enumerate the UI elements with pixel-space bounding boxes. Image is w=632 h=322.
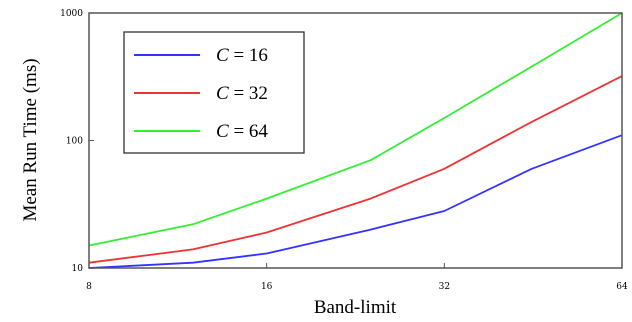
x-axis-title: Band-limit (314, 297, 397, 318)
series-layer (88, 12, 623, 269)
x-tick-label: 32 (439, 282, 450, 292)
x-tick-label: 16 (261, 282, 273, 292)
y-tick-label: 1000 (60, 9, 83, 19)
x-tick-label: 64 (616, 282, 628, 292)
y-tick-label: 10 (72, 264, 84, 274)
legend-label-2: C = 32 (216, 83, 268, 104)
legend-label-3: C = 64 (216, 121, 268, 142)
y-tick-label: 100 (66, 137, 83, 147)
series-line-3 (88, 12, 623, 247)
ticks-layer: 8 16 32 64 10 100 1000 (60, 9, 628, 292)
legend-box (123, 31, 305, 154)
series-line-1 (88, 134, 623, 269)
legend: C = 16 C = 32 C = 64 (123, 31, 305, 154)
y-axis-title: Mean Run Time (ms) (20, 58, 41, 221)
legend-label-1: C = 16 (216, 45, 268, 66)
series-line-2 (88, 75, 623, 264)
x-tick-label: 8 (86, 282, 92, 292)
